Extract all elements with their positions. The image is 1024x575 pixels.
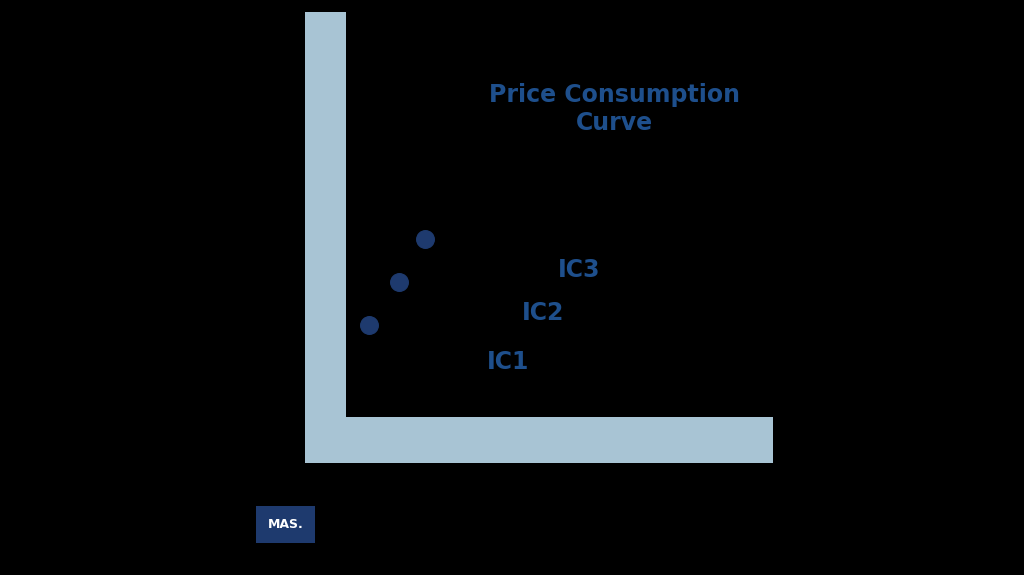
Text: IC3: IC3 (558, 258, 601, 282)
Text: IC1: IC1 (486, 350, 528, 374)
FancyBboxPatch shape (305, 12, 346, 463)
Point (360, 320, 377, 329)
Text: Price Consumption
Curve: Price Consumption Curve (488, 83, 740, 135)
Point (391, 277, 408, 286)
Point (417, 234, 433, 243)
Text: MAS.: MAS. (268, 518, 303, 531)
FancyBboxPatch shape (256, 506, 315, 543)
Text: IC2: IC2 (522, 301, 564, 325)
FancyBboxPatch shape (346, 417, 773, 463)
